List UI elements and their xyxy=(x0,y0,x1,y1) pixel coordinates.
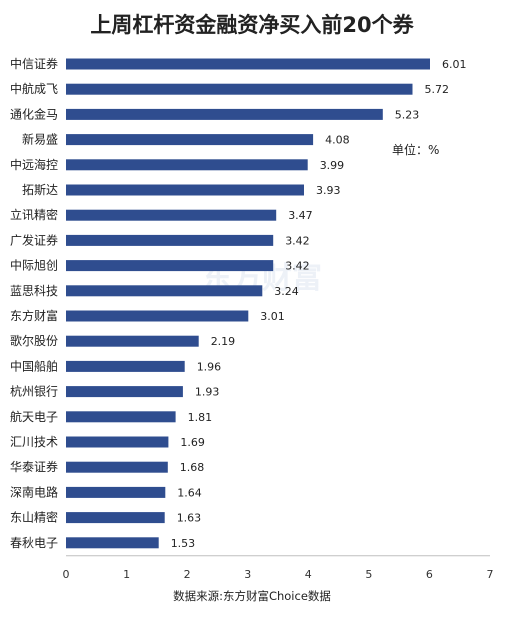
value-label: 3.42 xyxy=(285,234,310,247)
category-label: 中国船舶 xyxy=(10,358,58,373)
value-label: 1.68 xyxy=(180,461,205,474)
x-tick-label: 4 xyxy=(305,568,312,581)
x-tick-labels: 0 1 2 3 4 5 6 7 xyxy=(63,568,494,581)
value-label: 3.01 xyxy=(260,310,285,323)
bar xyxy=(66,184,304,196)
value-label: 3.24 xyxy=(274,285,299,298)
bar xyxy=(66,360,185,372)
category-label: 春秋电子 xyxy=(10,536,58,550)
value-label: 3.93 xyxy=(316,184,341,197)
x-tick-label: 6 xyxy=(426,568,433,581)
x-tick-label: 7 xyxy=(487,568,494,581)
category-label: 新易盛 xyxy=(22,132,58,147)
x-tick-label: 5 xyxy=(365,568,372,581)
category-label: 东山精密 xyxy=(10,510,58,525)
value-label: 1.63 xyxy=(177,512,202,525)
value-label: 3.42 xyxy=(285,260,310,273)
category-label: 华泰证券 xyxy=(10,459,58,474)
x-tick-label: 2 xyxy=(184,568,191,581)
category-labels: 中信证券中航成飞通化金马新易盛中远海控拓斯达立讯精密广发证券中际旭创蓝思科技东方… xyxy=(10,56,58,550)
bar xyxy=(66,285,263,297)
category-label: 中远海控 xyxy=(10,157,58,172)
source-note: 数据来源:东方财富Choice数据 xyxy=(173,589,331,603)
value-label: 5.23 xyxy=(395,108,420,121)
unit-label: 单位：% xyxy=(392,142,439,157)
value-label: 1.53 xyxy=(171,537,196,550)
bar xyxy=(66,461,168,473)
bar xyxy=(66,234,274,246)
value-label: 2.19 xyxy=(211,335,236,348)
value-label: 1.81 xyxy=(188,411,213,424)
value-label: 3.47 xyxy=(288,209,313,222)
bar xyxy=(66,134,314,146)
category-label: 广发证券 xyxy=(10,232,58,247)
category-label: 中际旭创 xyxy=(10,258,58,273)
category-label: 中信证券 xyxy=(10,56,58,71)
category-label: 拓斯达 xyxy=(22,183,58,197)
bars-group xyxy=(66,58,430,549)
bar xyxy=(66,310,249,322)
category-label: 立讯精密 xyxy=(10,207,58,222)
bar xyxy=(66,159,308,171)
bar xyxy=(66,436,169,448)
chart-title: 上周杠杆资金融资净买入前20个券 xyxy=(90,13,414,37)
x-tick-label: 3 xyxy=(244,568,251,581)
category-label: 东方财富 xyxy=(10,308,58,323)
category-label: 中航成飞 xyxy=(10,81,58,96)
value-label: 1.69 xyxy=(180,436,205,449)
bar xyxy=(66,260,274,272)
x-tick-label: 1 xyxy=(123,568,130,581)
value-label: 1.96 xyxy=(197,360,222,373)
value-label: 5.72 xyxy=(425,83,450,96)
bar xyxy=(66,335,199,347)
bar xyxy=(66,411,176,423)
category-label: 蓝思科技 xyxy=(10,284,58,298)
category-label: 汇川技术 xyxy=(10,435,58,449)
category-label: 航天电子 xyxy=(10,409,58,424)
bar xyxy=(66,83,413,95)
bar xyxy=(66,209,277,221)
value-label: 4.08 xyxy=(325,134,350,147)
category-label: 通化金马 xyxy=(10,106,58,121)
bar xyxy=(66,108,383,120)
x-tick-label: 0 xyxy=(63,568,70,581)
bar xyxy=(66,58,430,70)
category-label: 杭州银行 xyxy=(10,384,58,399)
value-label: 1.64 xyxy=(177,486,202,499)
value-labels: 6.01 5.72 5.23 4.08 3.99 3.933.47 3.42 3.42 3.24… xyxy=(171,58,467,550)
value-label: 3.99 xyxy=(320,159,345,172)
bar xyxy=(66,386,183,398)
bar xyxy=(66,512,165,524)
bar xyxy=(66,537,159,549)
category-label: 深南电路 xyxy=(10,484,58,499)
bar xyxy=(66,486,166,498)
value-label: 6.01 xyxy=(442,58,467,71)
category-label: 歌尔股份 xyxy=(10,333,58,348)
value-label: 1.93 xyxy=(195,386,220,399)
